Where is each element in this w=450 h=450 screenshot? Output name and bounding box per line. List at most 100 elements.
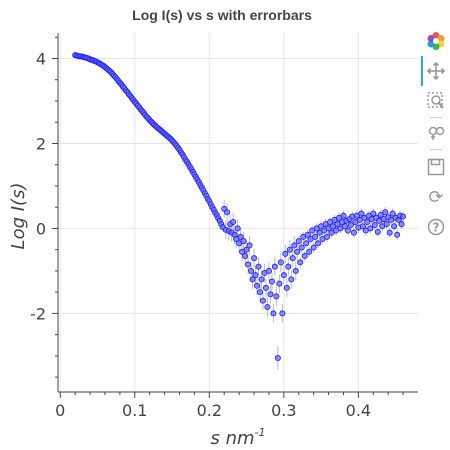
data-point xyxy=(268,278,275,285)
data-point xyxy=(251,255,258,262)
data-point xyxy=(283,284,290,291)
y-tick-label: 0 xyxy=(36,219,46,238)
x-tick-label: 0.1 xyxy=(122,401,147,420)
pan-icon[interactable] xyxy=(425,60,447,82)
data-point xyxy=(264,304,271,311)
data-point xyxy=(282,250,289,257)
grid xyxy=(58,33,418,392)
y-axis-ticks: -2 0 2 4 xyxy=(30,36,58,378)
data-point xyxy=(340,212,347,219)
bokeh-logo-icon[interactable] xyxy=(425,30,447,52)
data-point xyxy=(310,244,317,251)
data-point xyxy=(280,272,287,279)
data-point xyxy=(394,231,401,238)
data-point xyxy=(243,246,250,253)
toolbar-separator xyxy=(430,149,442,150)
data-point xyxy=(303,240,310,247)
data-point xyxy=(271,263,278,270)
data-point xyxy=(274,355,281,362)
data-point xyxy=(383,221,390,228)
data-point xyxy=(277,259,284,266)
data-point xyxy=(273,293,280,300)
data-point xyxy=(246,242,253,249)
data-point xyxy=(256,289,263,296)
data-point xyxy=(370,210,377,217)
y-tick-label: -2 xyxy=(30,304,46,323)
data-point xyxy=(306,248,313,255)
data-point xyxy=(301,253,308,260)
data-point xyxy=(371,222,378,229)
chart: Log I(s) vs s with errorbars 0 0.1 0.2 0.3 0… xyxy=(8,7,418,449)
x-axis-label-superscript: -1 xyxy=(255,426,266,439)
data-point xyxy=(279,310,286,317)
data-point xyxy=(267,291,274,298)
data-point xyxy=(294,248,301,255)
data-point xyxy=(276,280,283,287)
data-point xyxy=(242,253,249,260)
help-icon[interactable]: ? xyxy=(425,216,447,238)
data-point xyxy=(262,284,269,291)
data-point xyxy=(389,210,396,217)
data-point xyxy=(398,221,405,228)
errorbars xyxy=(74,53,404,370)
help-glyph: ? xyxy=(433,221,440,235)
y-tick-label: 4 xyxy=(36,49,46,68)
data-point xyxy=(364,219,371,226)
data-point xyxy=(254,282,261,289)
data-point xyxy=(245,261,252,268)
data-point xyxy=(249,276,256,283)
data-point xyxy=(341,223,348,230)
x-tick-label: 0 xyxy=(55,401,65,420)
x-axis-ticks: 0 0.1 0.2 0.3 0.4 xyxy=(55,392,404,420)
reset-icon[interactable]: ⟳ xyxy=(428,186,444,208)
data-point xyxy=(312,233,319,240)
x-tick-label: 0.3 xyxy=(271,401,296,420)
data-point xyxy=(248,267,255,274)
x-tick-label: 0.2 xyxy=(197,401,222,420)
save-icon[interactable] xyxy=(425,156,447,178)
data-point xyxy=(386,229,393,236)
data-point xyxy=(258,276,265,283)
data-point xyxy=(289,255,296,262)
data-point xyxy=(252,272,259,279)
data-point xyxy=(295,238,302,245)
wheel-zoom-icon[interactable] xyxy=(425,122,447,144)
data-point xyxy=(224,209,231,216)
data-point xyxy=(297,259,304,266)
chart-title: Log I(s) vs s with errorbars xyxy=(132,7,312,23)
data-point xyxy=(240,238,247,245)
data-point xyxy=(400,213,407,220)
data-point xyxy=(358,210,365,217)
data-point xyxy=(292,267,299,274)
data-point xyxy=(230,219,237,226)
data-point xyxy=(350,229,357,236)
data-point xyxy=(255,263,262,270)
data-point xyxy=(237,233,244,240)
box-zoom-icon[interactable] xyxy=(425,90,447,112)
data-point xyxy=(286,246,293,253)
data-point xyxy=(291,242,298,249)
y-tick-label: 2 xyxy=(36,134,46,153)
toolbar-separator xyxy=(430,117,442,118)
data-point xyxy=(377,211,384,218)
active-tool-indicator xyxy=(421,56,423,86)
data-points xyxy=(72,52,407,362)
data-point xyxy=(259,297,266,304)
data-point xyxy=(234,225,241,232)
data-point xyxy=(374,228,381,235)
data-point xyxy=(285,263,292,270)
data-point xyxy=(304,231,311,238)
data-point xyxy=(344,227,351,234)
y-axis-label: Log I(s) xyxy=(8,183,29,250)
data-point xyxy=(347,222,354,229)
data-point xyxy=(324,233,331,240)
data-point xyxy=(315,240,322,247)
data-point xyxy=(367,225,374,232)
data-point xyxy=(382,209,389,216)
x-tick-label: 0.4 xyxy=(346,401,371,420)
x-axis-label-main: s nm xyxy=(210,428,254,449)
data-point xyxy=(288,276,295,283)
data-point xyxy=(359,223,366,230)
x-axis-label: s nm-1 xyxy=(210,426,265,449)
data-point xyxy=(391,223,398,230)
